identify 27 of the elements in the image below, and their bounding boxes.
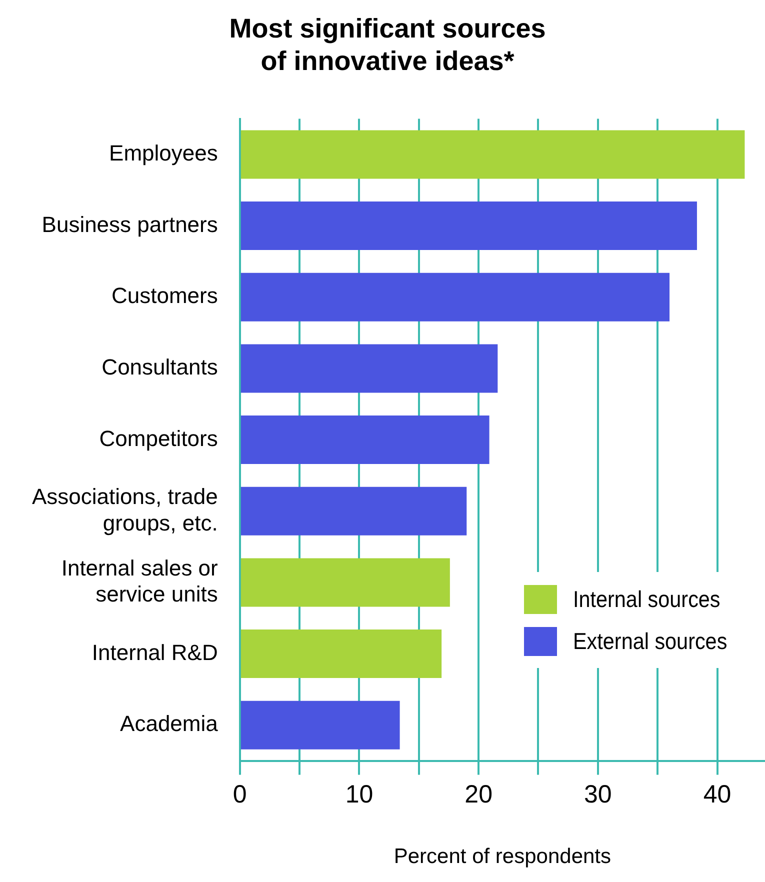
x-tick-label: 30 xyxy=(584,780,612,809)
bar xyxy=(240,272,670,322)
y-tick-label: Internal R&D xyxy=(92,640,218,665)
bar xyxy=(240,416,490,464)
y-tick-label: Consultants xyxy=(102,354,218,380)
bar xyxy=(240,130,745,179)
x-tick-label: 20 xyxy=(464,780,492,809)
y-tick-label: Associations, trade groups, etc. xyxy=(32,484,218,536)
bar xyxy=(240,486,467,536)
x-tick-label: 10 xyxy=(345,780,374,809)
x-tick-label: 0 xyxy=(232,780,247,809)
y-tick-label: Business partners xyxy=(42,212,218,237)
y-tick-label: Academia xyxy=(120,711,219,736)
x-tick-label: 40 xyxy=(703,780,732,809)
bar xyxy=(240,700,400,750)
y-tick-label: Customers xyxy=(112,283,218,308)
chart-title: Most significant sources of innovative ideas* xyxy=(229,14,546,76)
y-tick-label: Employees xyxy=(109,140,218,166)
x-axis-title: Percent of respondents xyxy=(394,845,612,868)
legend-label: External sources xyxy=(573,627,728,656)
y-tick-label: Competitors xyxy=(99,426,218,451)
y-tick-label: Internal sales or service units xyxy=(61,555,218,607)
bar xyxy=(240,558,450,607)
bar xyxy=(240,630,442,678)
bar xyxy=(240,344,498,393)
bar xyxy=(240,202,697,250)
legend-label: Internal sources xyxy=(573,585,720,614)
